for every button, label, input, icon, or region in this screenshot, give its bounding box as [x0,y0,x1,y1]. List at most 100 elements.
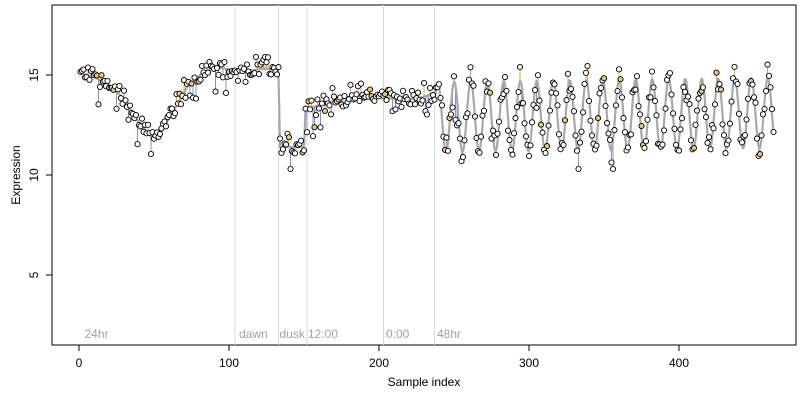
data-point [485,80,492,87]
data-point [539,129,546,136]
data-point [614,88,621,95]
data-point [329,84,336,92]
data-point [411,101,419,108]
data-point [528,119,536,126]
data-point [602,102,609,110]
data-point [564,70,572,77]
data-point [533,104,540,111]
data-point [504,127,512,134]
data-point [275,64,282,71]
data-point [560,141,567,149]
data-point [221,58,228,66]
data-point [555,131,563,138]
data-point [300,147,308,154]
data-point [242,78,249,85]
data-point [383,97,390,104]
data-point [513,104,521,111]
data-point [522,133,530,140]
data-point [188,80,195,87]
data-point [570,108,578,115]
data-point [327,111,335,118]
data-point [255,71,263,78]
data-point [579,109,587,116]
data-point [573,147,581,154]
data-point [215,71,222,78]
x-tick-label: 400 [669,356,689,370]
data-point [569,93,576,100]
data-point [578,128,585,135]
data-point [603,120,611,127]
data-point [617,76,624,83]
data-point [426,84,434,92]
data-point [321,107,329,115]
data-point [647,94,654,101]
data-point [770,128,777,136]
data-point [690,144,698,152]
data-point [470,82,477,89]
data-point [317,124,324,131]
data-point [545,122,552,129]
data-point [264,54,272,61]
x-tick-label: 300 [519,356,539,370]
data-point [521,120,528,127]
data-point [537,121,545,128]
data-point [704,139,711,146]
data-point [632,86,639,93]
data-point [392,106,399,113]
data-point [519,100,527,107]
y-tick-label: 5 [27,271,41,278]
data-point [86,76,93,83]
data-point [684,93,692,100]
data-point [444,147,452,154]
data-point [531,86,539,94]
data-point [314,96,321,103]
data-point [593,142,600,149]
data-point [588,132,596,139]
data-point [443,134,450,141]
data-point [734,80,741,88]
data-point [495,118,503,125]
data-point [399,87,407,94]
data-point [605,130,612,137]
data-point [171,110,179,117]
region-label: 48hr [437,327,461,341]
data-point [450,73,458,80]
data-point [116,82,123,90]
data-point [753,135,761,142]
data-point [758,132,765,139]
data-point [252,53,260,61]
data-point [761,105,768,113]
data-point [633,73,641,80]
data-point [98,72,105,79]
data-point [471,113,479,120]
data-point [699,84,707,91]
data-point [644,116,651,123]
data-point [608,159,615,166]
data-point [95,101,102,108]
data-point [311,124,318,131]
data-point [437,94,444,101]
region-annotations: 24hr dawn dusk 12:00 0:00 48hr [85,327,462,341]
data-point [561,117,569,124]
data-point [752,99,759,106]
data-point [285,134,293,141]
data-point [756,151,764,158]
region-label: dawn [239,327,268,341]
data-point [693,107,701,114]
data-point [492,151,500,159]
data-point [695,95,702,102]
data-point [686,101,693,108]
data-point [96,83,104,91]
data-point [587,117,594,124]
data-point [467,64,474,71]
data-point [575,165,582,173]
data-point [449,104,456,111]
x-axis: 0 100 200 300 400 [76,345,689,370]
data-point [132,111,140,119]
data-point [585,97,593,105]
data-point [125,116,132,123]
data-point [743,116,750,123]
data-point [668,91,675,98]
data-point [648,68,656,75]
